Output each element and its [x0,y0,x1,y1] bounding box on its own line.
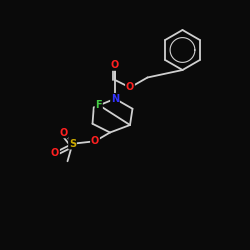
Text: N: N [111,94,119,104]
Text: O: O [126,82,134,92]
Text: O: O [51,148,59,158]
Text: O: O [111,60,119,70]
Text: F: F [96,100,102,110]
Text: O: O [91,136,99,146]
Text: S: S [69,139,76,149]
Text: O: O [60,128,68,138]
